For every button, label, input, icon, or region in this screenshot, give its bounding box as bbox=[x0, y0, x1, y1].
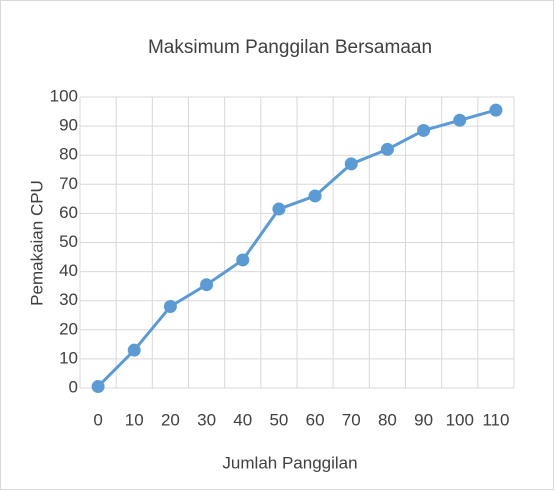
data-point bbox=[91, 380, 105, 394]
x-tick-label: 30 bbox=[197, 410, 216, 429]
y-tick-label: 10 bbox=[59, 348, 78, 367]
chart-title: Maksimum Panggilan Bersamaan bbox=[148, 37, 432, 58]
y-tick-label: 90 bbox=[59, 116, 78, 135]
y-tick-label: 100 bbox=[50, 86, 78, 105]
x-tick-label: 40 bbox=[233, 410, 252, 429]
x-tick-label: 80 bbox=[378, 410, 397, 429]
x-tick-label: 110 bbox=[482, 410, 509, 429]
data-point bbox=[344, 157, 358, 171]
data-point bbox=[236, 253, 250, 267]
x-axis-label: Jumlah Panggilan bbox=[222, 453, 357, 472]
x-tick-label: 20 bbox=[161, 410, 180, 429]
x-tick-label: 50 bbox=[269, 410, 288, 429]
y-tick-label: 70 bbox=[59, 174, 78, 193]
y-tick-label: 50 bbox=[59, 232, 78, 251]
x-tick-label: 70 bbox=[342, 410, 361, 429]
y-tick-label: 30 bbox=[59, 290, 78, 309]
data-point bbox=[417, 123, 431, 137]
y-axis-label: Pemakaian CPU bbox=[27, 180, 46, 306]
x-tick-label: 100 bbox=[446, 410, 474, 429]
data-point bbox=[380, 142, 394, 156]
x-tick-label: 0 bbox=[93, 410, 102, 429]
y-tick-label: 60 bbox=[59, 203, 78, 222]
data-point bbox=[200, 278, 214, 292]
y-tick-label: 20 bbox=[59, 319, 78, 338]
data-point bbox=[127, 343, 141, 357]
x-tick-label: 90 bbox=[414, 410, 433, 429]
y-tick-label: 0 bbox=[69, 377, 78, 396]
y-tick-label: 40 bbox=[59, 261, 78, 280]
data-point bbox=[308, 189, 322, 203]
x-tick-label: 60 bbox=[306, 410, 325, 429]
data-point bbox=[489, 103, 503, 117]
data-point bbox=[272, 202, 286, 216]
data-point bbox=[163, 300, 177, 314]
y-tick-label: 80 bbox=[59, 145, 78, 164]
data-point bbox=[453, 113, 467, 127]
x-tick-label: 10 bbox=[125, 410, 144, 429]
